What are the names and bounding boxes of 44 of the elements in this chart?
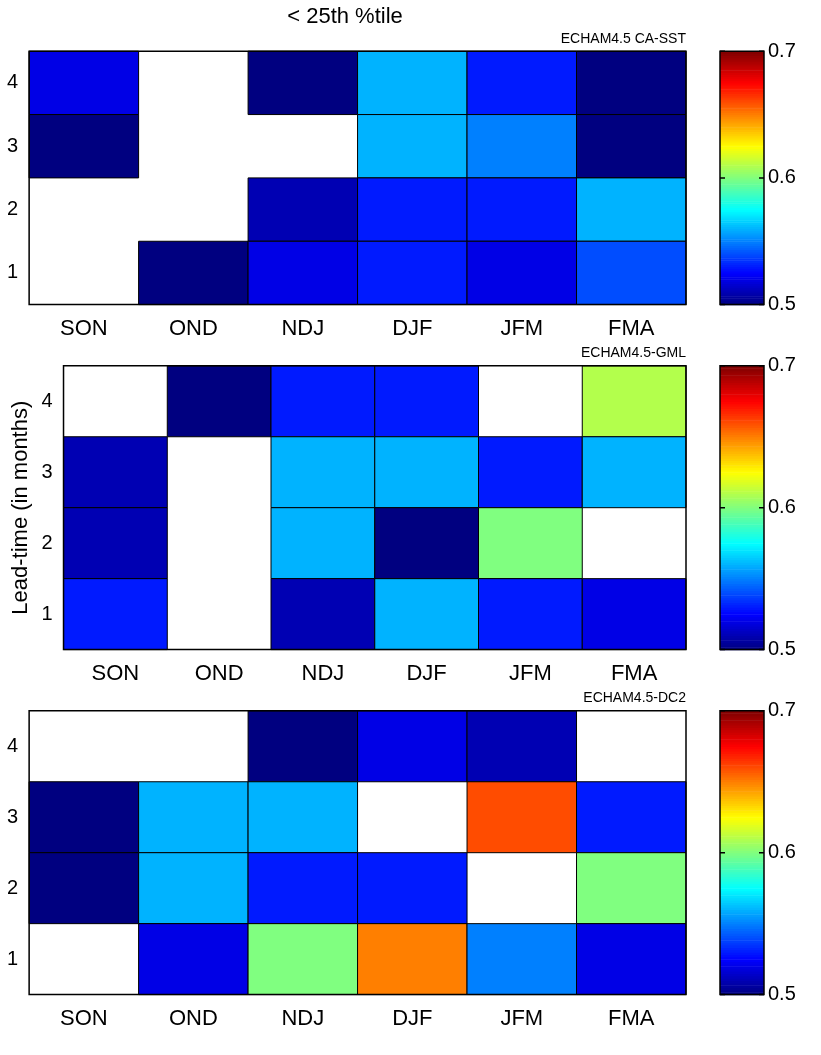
color-bar-label: 0.7 xyxy=(768,353,796,376)
x-tick-label: DJF xyxy=(406,659,447,685)
y-tick-label: 1 xyxy=(7,260,19,283)
chart-subtitle: ECHAM4.5 CA-SST xyxy=(560,29,687,46)
y-tick-label: 3 xyxy=(41,459,53,482)
x-tick-label: JFM xyxy=(500,314,544,340)
x-tick-label: SON xyxy=(60,1004,108,1030)
color-bar-label: 0.6 xyxy=(768,495,796,518)
x-tick-label: NDJ xyxy=(301,659,345,685)
y-tick-label: 2 xyxy=(41,530,53,553)
x-tick-label: JFM xyxy=(509,659,552,685)
color-bar-label: 0.7 xyxy=(768,698,796,721)
x-tick-label: NDJ xyxy=(281,314,325,340)
color-bar-label: 0.5 xyxy=(768,292,796,315)
color-bar-label: 0.5 xyxy=(768,982,796,1005)
x-tick-label: SON xyxy=(60,314,108,340)
x-tick-label: FMA xyxy=(608,1004,655,1030)
color-bar-label: 0.5 xyxy=(768,637,796,660)
y-tick-label: 2 xyxy=(7,197,19,220)
color-bar-label: 0.6 xyxy=(768,165,796,188)
chart-title: < 25th %tile xyxy=(287,3,403,29)
y-tick-label: 3 xyxy=(7,133,19,156)
x-tick-label: FMA xyxy=(610,659,658,685)
x-tick-label: OND xyxy=(194,659,244,685)
x-tick-label: JFM xyxy=(500,1004,544,1030)
x-tick-label: NDJ xyxy=(281,1004,325,1030)
chart-subtitle: ECHAM4.5-GML xyxy=(580,344,687,361)
x-tick-label: FMA xyxy=(608,314,655,340)
x-tick-label: OND xyxy=(168,314,218,340)
y-tick-label: 2 xyxy=(7,875,19,898)
x-tick-label: DJF xyxy=(392,1004,433,1030)
x-tick-label: DJF xyxy=(392,314,433,340)
x-tick-label: OND xyxy=(168,1004,218,1030)
y-tick-label: 4 xyxy=(41,388,53,411)
x-tick-label: SON xyxy=(91,659,140,685)
y-tick-label: 4 xyxy=(7,733,19,756)
color-bar-label: 0.7 xyxy=(768,38,796,61)
y-tick-label: 1 xyxy=(7,946,19,969)
y-tick-label: 3 xyxy=(7,804,19,827)
chart-subtitle: ECHAM4.5-DC2 xyxy=(583,689,687,706)
y-tick-label: 4 xyxy=(7,70,19,93)
y-axis-title: Lead-time (in months) xyxy=(7,400,33,615)
color-bar-label: 0.6 xyxy=(768,840,796,863)
y-tick-label: 1 xyxy=(41,601,53,624)
